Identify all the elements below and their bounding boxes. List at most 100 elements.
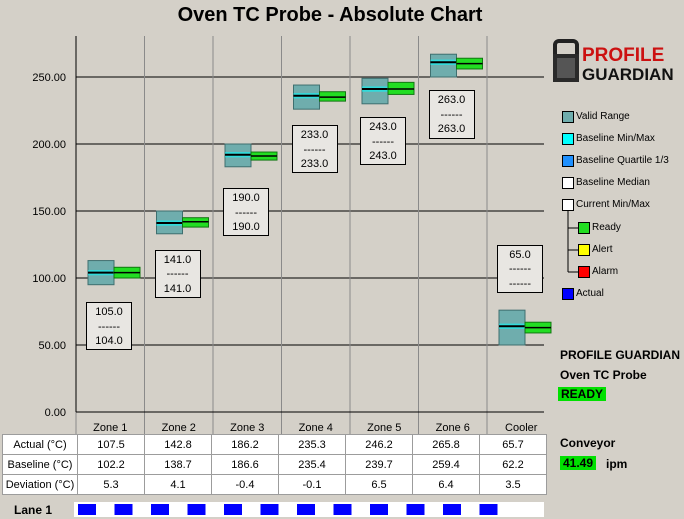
row-header: Baseline (°C) — [2, 454, 78, 475]
table-cell: 138.7 — [144, 454, 212, 475]
value-label-box: 263.0 ------ 263.0 — [428, 90, 475, 139]
app-name: PROFILE GUARDIAN — [560, 348, 680, 362]
data-table: Actual (°C) 107.5 142.8 186.2 235.3 246.2 265.… — [2, 434, 547, 495]
lane-indicator — [443, 504, 461, 515]
actual-swatch — [562, 288, 574, 300]
alert-swatch — [578, 244, 590, 256]
baseline-median-swatch — [562, 177, 574, 189]
table-cell: 259.4 — [412, 454, 480, 475]
value-label-bottom: 141.0 — [163, 282, 192, 295]
value-label-box: 233.0 ------ 233.0 — [291, 125, 338, 174]
value-label-top: 65.0 — [509, 248, 531, 261]
value-label-sep: ------ — [166, 268, 189, 281]
lane-indicator — [406, 504, 425, 515]
lane-indicator — [333, 504, 352, 515]
lane-indicator — [224, 504, 242, 515]
table-row: Baseline (°C) 102.2 138.7 186.6 235.4 239.7 25… — [2, 454, 547, 475]
value-label-sep: ------ — [372, 135, 394, 148]
value-label-box: 141.0 ------ 141.0 — [154, 249, 201, 299]
table-cell: 239.7 — [345, 454, 413, 475]
y-tick-label: 0.00 — [45, 407, 66, 419]
lane-indicator — [370, 504, 388, 515]
x-tick-label: Zone 5 — [367, 422, 401, 434]
lane-indicator — [78, 504, 96, 515]
table-cell: -0.4 — [211, 474, 279, 495]
table-cell: 6.5 — [345, 474, 413, 495]
value-label-bottom: 104.0 — [95, 335, 123, 348]
table-row: Actual (°C) 107.5 142.8 186.2 235.3 246.2 265.… — [2, 434, 547, 455]
value-label-bottom: 190.0 — [232, 221, 260, 234]
table-cell: 107.5 — [77, 434, 145, 455]
value-label-bottom: 243.0 — [369, 150, 397, 163]
status-badge: READY — [558, 387, 607, 401]
legend-tree-lines — [567, 210, 578, 273]
valid-range-swatch — [562, 111, 574, 123]
value-label-sep: ------ — [235, 206, 257, 219]
table-cell: -0.1 — [278, 474, 346, 495]
table-cell: 265.8 — [412, 434, 480, 455]
value-label-bottom: ------ — [509, 277, 531, 290]
value-label-bottom: 263.0 — [437, 123, 466, 136]
value-label-top: 233.0 — [300, 129, 329, 142]
value-label-bottom: 233.0 — [300, 158, 329, 171]
conveyor-unit: ipm — [606, 457, 628, 471]
chart-boxes — [87, 53, 552, 346]
lane-indicators — [78, 504, 498, 515]
row-header: Deviation (°C) — [2, 474, 78, 495]
chart-title: Oven TC Probe - Absolute Chart — [177, 4, 483, 26]
x-axis: Zone 1 Zone 2 Zone 3 Zone 4 Zone 5 Zone 6 Cool… — [76, 411, 544, 434]
valid-range-box — [430, 53, 457, 78]
lane-strip: Lane 1 — [0, 500, 684, 519]
table-cell: 235.3 — [278, 434, 346, 455]
y-tick-label: 150.00 — [32, 206, 66, 218]
value-label-top: 141.0 — [163, 253, 192, 266]
lane-indicator — [260, 504, 279, 515]
value-label-top: 263.0 — [437, 94, 466, 107]
baseline-quartile-swatch — [562, 155, 574, 167]
conveyor-speed-value: 41.49 — [560, 456, 597, 470]
profile-guardian-logo: PROFILE GUARDIAN — [553, 38, 681, 84]
value-label-top: 190.0 — [232, 192, 260, 205]
baseline-minmax-swatch — [562, 133, 574, 145]
table-cell: 5.3 — [77, 474, 145, 495]
probe-name: Oven TC Probe — [560, 368, 647, 382]
table-cell: 3.5 — [479, 474, 547, 495]
lane-indicator — [187, 504, 206, 515]
table-cell: 62.2 — [479, 454, 547, 475]
x-tick-label: Zone 4 — [299, 422, 333, 434]
logo-line2: GUARDIAN — [582, 65, 674, 84]
value-label-sep: ------ — [303, 143, 326, 156]
y-tick-label: 100.00 — [32, 273, 66, 285]
lane-indicator — [151, 504, 169, 515]
alarm-swatch — [578, 266, 590, 278]
y-tick-label: 250.00 — [32, 72, 66, 84]
row-header: Actual (°C) — [2, 434, 78, 455]
conveyor-label: Conveyor — [560, 436, 616, 450]
value-label-box: 243.0 ------ 243.0 — [360, 117, 406, 166]
table-cell: 186.2 — [211, 434, 279, 455]
table-cell: 235.4 — [278, 454, 346, 475]
y-tick-label: 200.00 — [32, 139, 66, 151]
lane-indicator — [114, 504, 133, 515]
value-label-sep: ------ — [98, 320, 120, 333]
y-axis: 0.00 50.00 100.00 150.00 200.00 250.00 — [32, 36, 77, 419]
table-cell: 186.6 — [211, 454, 279, 475]
table-row: Deviation (°C) 5.3 4.1 -0.4 -0.1 6.5 6.4 3.5 — [2, 474, 547, 495]
x-tick-label: Zone 6 — [436, 422, 470, 434]
table-cell: 6.4 — [412, 474, 480, 495]
x-tick-label: Zone 2 — [162, 422, 196, 434]
x-tick-label: Zone 3 — [230, 422, 264, 434]
x-tick-label: Cooler — [505, 422, 538, 434]
value-label-box: 65.0 ------ ------ — [497, 244, 543, 293]
value-label-sep: ------ — [440, 108, 463, 121]
table-cell: 102.2 — [77, 454, 145, 475]
y-tick-label: 50.00 — [38, 340, 66, 352]
lane-label: Lane 1 — [14, 503, 52, 517]
value-label-box: 190.0 ------ 190.0 — [223, 188, 269, 237]
x-tick-label: Zone 1 — [93, 422, 127, 434]
ready-swatch — [578, 222, 590, 234]
lane-indicator — [479, 504, 498, 515]
table-cell: 142.8 — [144, 434, 212, 455]
logo-line1: PROFILE — [582, 45, 664, 66]
value-label-top: 105.0 — [95, 306, 123, 319]
